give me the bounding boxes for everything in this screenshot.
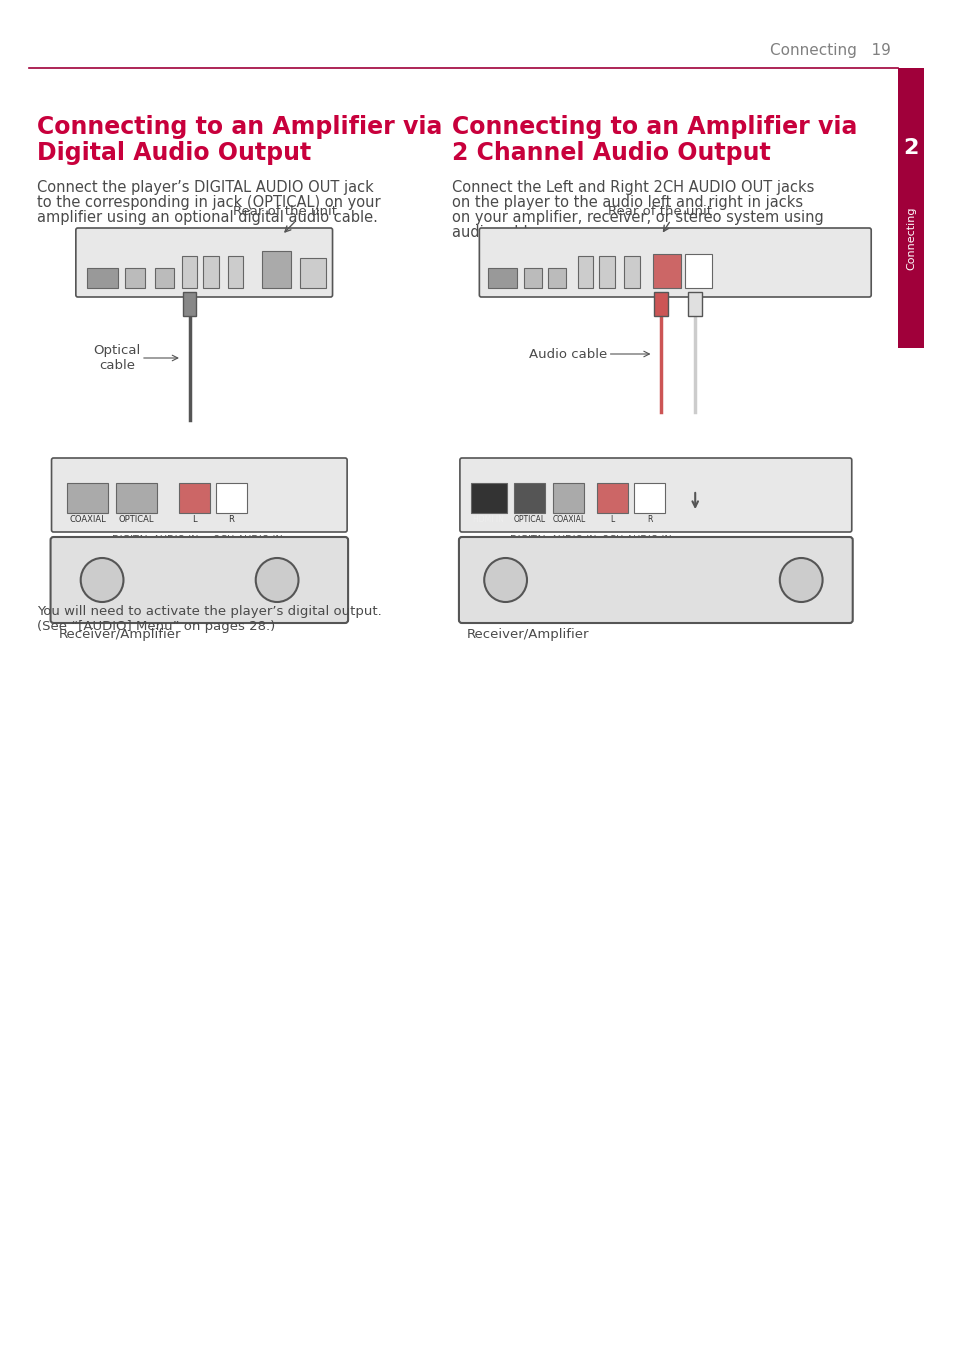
Text: OPTICAL: OPTICAL: [118, 515, 153, 524]
FancyBboxPatch shape: [459, 458, 851, 532]
FancyBboxPatch shape: [577, 256, 593, 288]
FancyBboxPatch shape: [654, 292, 667, 315]
FancyBboxPatch shape: [597, 483, 627, 513]
Circle shape: [484, 558, 526, 603]
FancyBboxPatch shape: [478, 227, 870, 297]
FancyBboxPatch shape: [488, 268, 517, 288]
FancyBboxPatch shape: [653, 255, 679, 288]
FancyBboxPatch shape: [67, 483, 108, 513]
Text: Connect the player’s DIGITAL AUDIO OUT jack: Connect the player’s DIGITAL AUDIO OUT j…: [37, 180, 374, 195]
Text: COAXIAL: COAXIAL: [552, 515, 585, 524]
Text: L: L: [192, 515, 196, 524]
Text: DIGITAL AUDIO IN: DIGITAL AUDIO IN: [112, 535, 198, 546]
Circle shape: [255, 558, 298, 603]
FancyBboxPatch shape: [179, 483, 210, 513]
Text: Receiver/Amplifier: Receiver/Amplifier: [58, 628, 181, 640]
Text: HDMI IN: HDMI IN: [472, 515, 503, 524]
Circle shape: [779, 558, 821, 603]
Text: (See “[AUDIO] Menu” on pages 28.): (See “[AUDIO] Menu” on pages 28.): [37, 620, 274, 634]
FancyBboxPatch shape: [87, 268, 117, 288]
FancyBboxPatch shape: [182, 256, 197, 288]
Text: Connecting: Connecting: [905, 206, 915, 269]
Text: Rear of the unit: Rear of the unit: [607, 204, 711, 218]
Text: DIGITAL AUDIO IN: DIGITAL AUDIO IN: [510, 535, 597, 546]
Text: Connecting to an Amplifier via: Connecting to an Amplifier via: [452, 115, 857, 139]
Text: Receiver/Amplifier: Receiver/Amplifier: [466, 628, 589, 640]
FancyBboxPatch shape: [75, 227, 333, 297]
FancyBboxPatch shape: [115, 483, 156, 513]
Text: Connect the Left and Right 2CH AUDIO OUT jacks: Connect the Left and Right 2CH AUDIO OUT…: [452, 180, 814, 195]
Text: You will need to activate the player’s digital output.: You will need to activate the player’s d…: [37, 605, 381, 617]
FancyBboxPatch shape: [523, 268, 541, 288]
FancyBboxPatch shape: [514, 483, 545, 513]
Circle shape: [81, 558, 123, 603]
Text: Optical
cable: Optical cable: [93, 344, 141, 372]
Text: L: L: [610, 515, 614, 524]
FancyBboxPatch shape: [623, 256, 639, 288]
Text: R: R: [646, 515, 652, 524]
FancyBboxPatch shape: [634, 483, 664, 513]
FancyBboxPatch shape: [51, 538, 348, 623]
FancyBboxPatch shape: [548, 268, 565, 288]
Text: OPTICAL: OPTICAL: [514, 515, 545, 524]
FancyBboxPatch shape: [125, 268, 145, 288]
FancyBboxPatch shape: [227, 256, 243, 288]
Text: 2CH AUDIO IN: 2CH AUDIO IN: [602, 535, 671, 546]
Text: audio cables.: audio cables.: [452, 225, 549, 240]
Text: to the corresponding in jack (OPTICAL) on your: to the corresponding in jack (OPTICAL) o…: [37, 195, 380, 210]
Text: 2CH AUDIO IN: 2CH AUDIO IN: [213, 535, 282, 546]
FancyBboxPatch shape: [300, 259, 325, 288]
Text: COAXIAL: COAXIAL: [69, 515, 106, 524]
FancyBboxPatch shape: [458, 538, 852, 623]
Text: on your amplifier, receiver, or stereo system using: on your amplifier, receiver, or stereo s…: [452, 210, 823, 225]
Text: R: R: [228, 515, 234, 524]
Text: Audio cable: Audio cable: [529, 348, 607, 360]
FancyBboxPatch shape: [51, 458, 347, 532]
Text: 2: 2: [902, 138, 918, 158]
Text: Digital Audio Output: Digital Audio Output: [37, 141, 311, 165]
FancyBboxPatch shape: [203, 256, 218, 288]
Text: 2 Channel Audio Output: 2 Channel Audio Output: [452, 141, 770, 165]
Text: Rear of the unit: Rear of the unit: [233, 204, 337, 218]
FancyBboxPatch shape: [215, 483, 247, 513]
FancyBboxPatch shape: [684, 255, 711, 288]
FancyBboxPatch shape: [688, 292, 701, 315]
FancyBboxPatch shape: [154, 268, 173, 288]
FancyBboxPatch shape: [598, 256, 614, 288]
Text: on the player to the audio left and right in jacks: on the player to the audio left and righ…: [452, 195, 802, 210]
FancyBboxPatch shape: [183, 292, 196, 315]
FancyBboxPatch shape: [261, 250, 291, 288]
Text: Connecting to an Amplifier via: Connecting to an Amplifier via: [37, 115, 442, 139]
FancyBboxPatch shape: [553, 483, 584, 513]
FancyBboxPatch shape: [470, 483, 506, 513]
Text: amplifier using an optional digital audio cable.: amplifier using an optional digital audi…: [37, 210, 377, 225]
FancyBboxPatch shape: [898, 68, 923, 348]
Text: Connecting   19: Connecting 19: [769, 42, 890, 57]
